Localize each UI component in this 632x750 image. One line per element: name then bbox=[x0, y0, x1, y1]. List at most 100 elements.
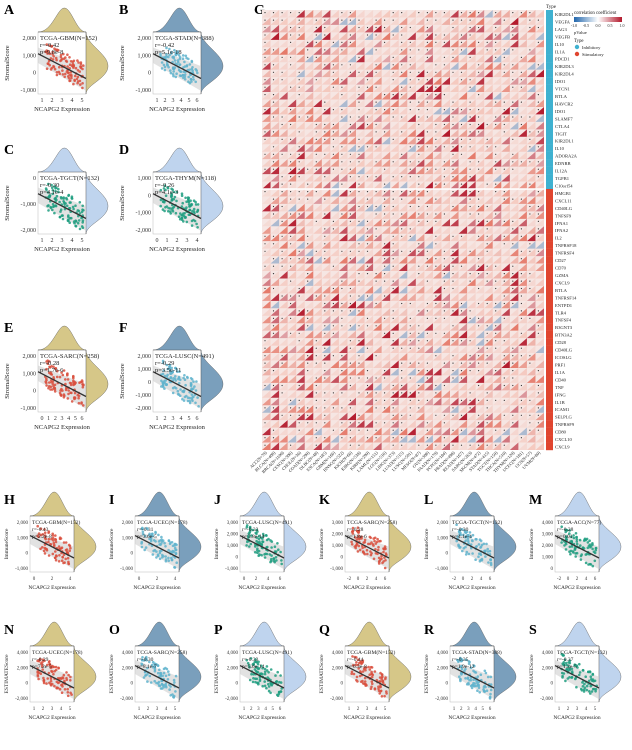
significance-dot bbox=[392, 347, 394, 349]
data-point bbox=[190, 219, 194, 223]
significance-dot bbox=[478, 123, 480, 126]
data-point bbox=[592, 550, 596, 554]
significance-dot bbox=[341, 49, 343, 51]
top-density bbox=[239, 621, 285, 647]
significance-dot bbox=[409, 56, 411, 59]
heatmap-cell bbox=[475, 248, 485, 257]
data-point bbox=[263, 667, 267, 671]
data-point bbox=[66, 556, 70, 560]
data-point bbox=[47, 182, 50, 186]
x-tick-label: 3 bbox=[467, 707, 470, 712]
heatmap-cell bbox=[347, 293, 356, 301]
significance-dot bbox=[529, 213, 531, 215]
heatmap-cell bbox=[467, 32, 476, 40]
data-point bbox=[163, 65, 167, 69]
heatmap-cell bbox=[381, 308, 391, 316]
data-point bbox=[47, 62, 50, 65]
heatmap-cell bbox=[279, 10, 288, 18]
p-value: p=8.1e-7 bbox=[137, 664, 157, 670]
heatmap-cell bbox=[509, 241, 519, 249]
data-point bbox=[261, 672, 264, 676]
significance-dot bbox=[409, 332, 411, 334]
significance-dot bbox=[537, 131, 539, 133]
significance-dot bbox=[512, 79, 514, 81]
heatmap-cell bbox=[458, 211, 468, 219]
significance-dot bbox=[298, 191, 300, 193]
data-point bbox=[583, 686, 587, 689]
heatmap-cell bbox=[509, 114, 519, 122]
y-tick-label: -1,000 bbox=[21, 202, 37, 208]
data-point bbox=[489, 683, 493, 686]
panel-label: L bbox=[424, 493, 433, 508]
significance-dot bbox=[290, 153, 292, 155]
heatmap-cell bbox=[270, 62, 280, 70]
data-point bbox=[43, 528, 46, 531]
heatmap-cell bbox=[450, 405, 459, 413]
data-point bbox=[164, 188, 167, 192]
heatmap-cell bbox=[287, 218, 297, 227]
significance-dot bbox=[281, 384, 283, 387]
significance-dot bbox=[435, 183, 437, 185]
heatmap-cell bbox=[467, 159, 476, 167]
heatmap-cell bbox=[407, 263, 416, 272]
significance-dot bbox=[264, 347, 266, 349]
heatmap-cell bbox=[296, 375, 305, 383]
significance-dot bbox=[264, 243, 266, 245]
data-point bbox=[478, 560, 482, 563]
data-point bbox=[173, 566, 176, 569]
data-point bbox=[590, 690, 594, 693]
data-point bbox=[178, 370, 181, 373]
data-point bbox=[267, 682, 270, 686]
significance-dot bbox=[332, 302, 334, 305]
heatmap-cell bbox=[356, 181, 365, 189]
heatmap-cell bbox=[398, 181, 408, 189]
significance-dot bbox=[298, 258, 300, 260]
significance-dot bbox=[349, 422, 351, 424]
cohort-title: TCGA-GBM(N=152) bbox=[347, 649, 395, 656]
data-point bbox=[483, 669, 487, 673]
significance-dot bbox=[495, 34, 497, 36]
data-point bbox=[194, 80, 197, 84]
data-point bbox=[190, 393, 194, 396]
x-tick-label: 0 bbox=[567, 577, 570, 582]
data-point bbox=[489, 692, 492, 696]
top-density bbox=[152, 147, 202, 173]
heatmap-cell bbox=[475, 315, 485, 324]
significance-dot bbox=[349, 340, 351, 342]
heatmap-cell bbox=[373, 218, 382, 227]
significance-dot bbox=[486, 41, 488, 44]
significance-dot bbox=[264, 235, 266, 237]
data-point bbox=[455, 539, 458, 543]
significance-dot bbox=[426, 34, 428, 36]
heatmap-cell bbox=[338, 285, 348, 294]
heatmap-cell bbox=[338, 256, 348, 264]
heatmap-cell bbox=[373, 121, 382, 130]
heatmap-cell bbox=[518, 271, 527, 279]
heatmap-cell bbox=[398, 211, 408, 219]
y-tick-label: 0 bbox=[33, 71, 36, 77]
y-tick-label: 0 bbox=[341, 556, 344, 561]
significance-dot bbox=[392, 422, 394, 424]
x-tick-label: 4 bbox=[196, 238, 199, 244]
heatmap-cell bbox=[535, 420, 544, 428]
data-point bbox=[267, 689, 271, 693]
data-point bbox=[575, 685, 578, 689]
data-point bbox=[189, 73, 192, 77]
p-value: p=1.2e-5 bbox=[557, 664, 577, 670]
heatmap-cell bbox=[398, 77, 408, 85]
data-point bbox=[263, 672, 267, 676]
heatmap-cell bbox=[287, 144, 297, 152]
heatmap-cell bbox=[373, 114, 382, 122]
heatmap-cell bbox=[492, 241, 502, 249]
heatmap-cell bbox=[338, 323, 348, 331]
significance-dot bbox=[324, 377, 326, 379]
heatmap-cell bbox=[338, 271, 348, 279]
significance-dot bbox=[401, 198, 403, 200]
significance-dot bbox=[486, 340, 488, 342]
significance-dot bbox=[520, 86, 522, 88]
heatmap-cell bbox=[321, 271, 331, 279]
significance-dot bbox=[426, 429, 428, 431]
heatmap-cell bbox=[492, 17, 502, 25]
significance-dot bbox=[298, 71, 300, 73]
heatmap-cell bbox=[381, 293, 391, 301]
